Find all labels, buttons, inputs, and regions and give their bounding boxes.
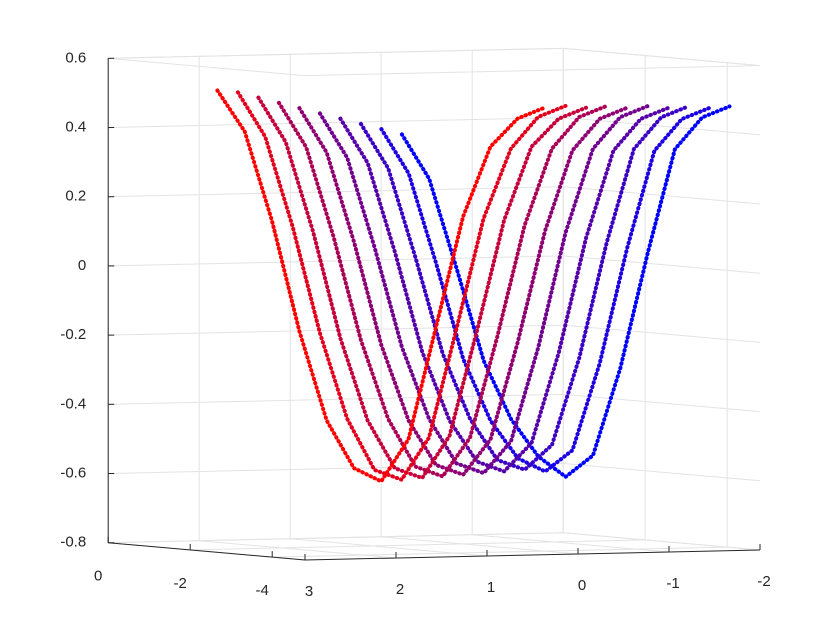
grid	[107, 47, 761, 561]
plot-area	[215, 88, 732, 484]
point-curve	[256, 95, 588, 480]
x-tick-label: 0	[578, 577, 586, 594]
grid-line	[272, 546, 728, 558]
x-tick-label: 2	[396, 581, 404, 598]
z-tick-label: -0.4	[60, 395, 86, 412]
z-tick-label: -0.8	[60, 534, 86, 551]
x-tick-label: -1	[666, 575, 679, 592]
point-curve	[276, 100, 609, 479]
x-tick-label: -2	[757, 573, 770, 590]
z-tick-label: -0.6	[60, 464, 86, 481]
point-curve	[399, 104, 732, 479]
grid-line	[108, 186, 564, 198]
z-tick-label: -0.2	[60, 326, 86, 343]
z-tick-label: 0.6	[65, 49, 86, 66]
grid-line	[108, 255, 564, 267]
z-tick-label: 0	[78, 257, 86, 274]
box-edge	[108, 57, 306, 77]
x-tick-label: 3	[305, 583, 313, 600]
grid-line	[108, 117, 564, 129]
x-tick-label: 1	[487, 579, 495, 596]
box-edge	[304, 65, 761, 77]
grid-line	[108, 324, 564, 336]
point-curve	[215, 88, 547, 484]
x-axis	[304, 549, 761, 561]
point-curve	[317, 104, 650, 476]
grid-line	[108, 393, 564, 405]
axes: 0.6 0.4 0.2 0 -0.2 -0.4 -0.6 -0.8 3 2 1 0 -1 -2 0 -2 -4	[60, 49, 770, 600]
box-edge	[108, 47, 564, 59]
y-tick-label: -4	[256, 582, 269, 599]
y-tick-label: 0	[94, 568, 102, 585]
z-tick-label: 0.4	[65, 118, 86, 135]
grid-line	[190, 539, 646, 551]
point-curve	[297, 105, 629, 477]
box-edge	[563, 47, 761, 67]
point-curve	[358, 104, 691, 472]
point-curve	[379, 106, 711, 474]
point-curve	[235, 90, 568, 482]
y-tick-label: -2	[174, 575, 187, 592]
z-tick-label: 0.2	[65, 188, 86, 205]
point-curve	[338, 106, 670, 474]
grid-line	[108, 532, 564, 544]
